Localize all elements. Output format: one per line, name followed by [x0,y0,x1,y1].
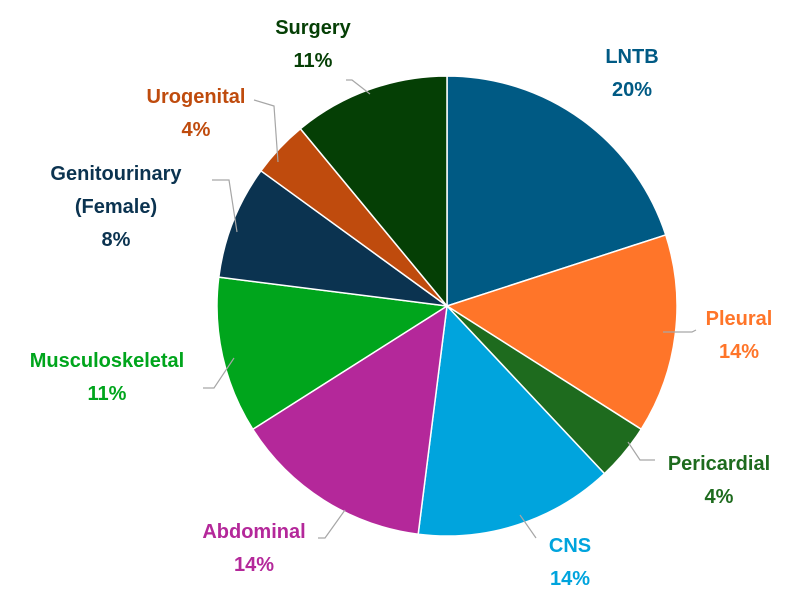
data-label-percent: 4% [182,119,211,141]
data-label-percent: 11% [88,383,127,405]
data-label-percent: 14% [719,341,759,363]
data-label-percent: 14% [550,568,590,590]
leader-line-cns [519,514,537,539]
data-label-category: Pericardial [668,453,770,475]
slice-labels: LNTB20%Pleural14%Pericardial4%CNS14%Abdo… [30,17,773,590]
data-label-pericardial: Pericardial 4% [668,453,770,508]
data-label-category: Pleural [706,308,773,330]
data-label-category: CNS [549,535,591,557]
slice-pleural[interactable] [446,234,678,430]
data-label-lntb: LNTB 20% [605,46,658,101]
slice-genitourinary-female[interactable] [218,170,448,307]
data-label-category: (Female) [75,196,157,218]
data-label-category: Urogenital [147,86,246,108]
data-label-percent: 8% [102,229,131,251]
leader-line-genitourinary-female [212,179,238,233]
slice-abdominal[interactable] [252,305,448,535]
data-label-percent: 11% [294,50,333,72]
data-label-category: Musculoskeletal [30,350,185,372]
data-label-genitourinary-female: Genitourinary (Female) 8% [50,163,182,251]
data-label-pleural: Pleural 14% [706,308,773,363]
data-label-category: Genitourinary [50,163,182,185]
slice-lntb[interactable] [446,75,667,307]
slice-cns[interactable] [417,305,606,537]
data-label-musculoskeletal: Musculoskeletal 11% [30,350,185,405]
data-label-surgery: Surgery 11% [275,17,351,72]
data-label-abdominal: Abdominal 14% [202,521,305,576]
data-label-urogenital: Urogenital 4% [147,86,246,141]
data-label-category: LNTB [605,46,658,68]
data-label-percent: 4% [705,486,734,508]
leader-line-surgery [346,79,371,95]
data-label-percent: 14% [234,554,274,576]
pie-slices [216,75,678,537]
leader-lines [203,79,697,539]
leader-line-pleural [663,329,697,333]
leader-line-musculoskeletal [203,357,235,389]
slice-surgery[interactable] [299,75,448,307]
leader-line-abdominal [318,509,346,539]
data-label-category: Surgery [275,17,351,39]
data-label-category: Abdominal [202,521,305,543]
leader-line-urogenital [253,99,279,163]
data-label-cns: CNS 14% [549,535,591,590]
leader-line-pericardial [627,441,655,461]
slice-musculoskeletal[interactable] [216,276,448,430]
data-label-percent: 20% [612,79,652,101]
